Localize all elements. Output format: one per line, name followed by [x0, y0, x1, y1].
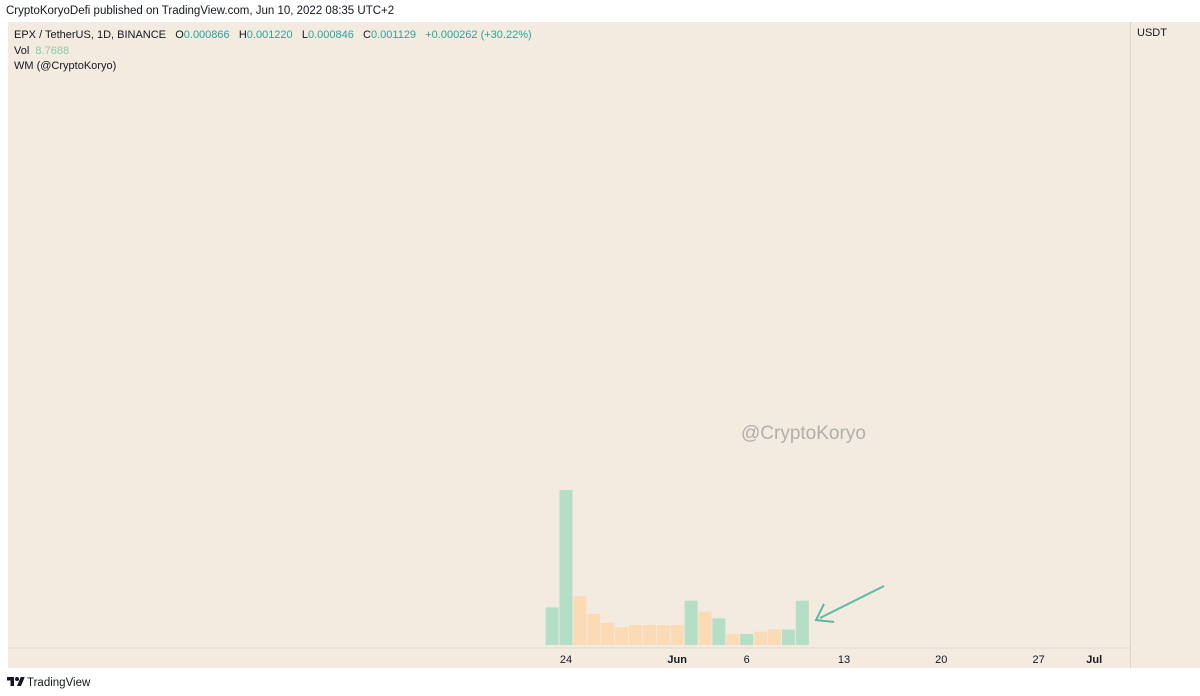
arrow-shaft: [819, 585, 885, 619]
tradingview-logo-icon: [7, 677, 25, 686]
brand-name: TradingView: [27, 677, 91, 689]
arrow-annotation: [814, 585, 885, 623]
x-tick-label: 13: [838, 654, 850, 666]
drawings: HighAvgLow@CryptoKoryo: [741, 423, 885, 623]
x-tick-label: Jul: [1086, 654, 1102, 666]
volume-bar: [573, 596, 587, 645]
volume-bar: [615, 627, 629, 645]
volume-bar: [587, 614, 601, 645]
x-tick-label: 24: [560, 654, 572, 666]
volume-bar: [740, 633, 754, 645]
price-chart[interactable]: HighAvgLow@CryptoKoryo 24 Jun 6 13 20 27 Jul: [8, 22, 1130, 668]
volume-bar: [781, 629, 795, 645]
volume-bar: [698, 611, 712, 645]
legend-change: +0.000262 (+30.22%): [425, 29, 532, 41]
volume-bar: [768, 629, 781, 645]
volume-bar: [656, 625, 670, 645]
legend-low-label: L: [301, 29, 308, 41]
legend-ohlc-row: EPX / TetherUS, 1D, BINANCE O0.000866 H0…: [14, 28, 532, 44]
volume-bar: [754, 631, 768, 645]
footer-bar: TradingView: [0, 668, 1200, 696]
volume-bar: [726, 633, 740, 645]
watermark-text: @CryptoKoryo: [741, 423, 866, 444]
legend-volume-label[interactable]: Vol: [14, 44, 30, 57]
currency-label: USDT: [1137, 27, 1167, 39]
legend-low-value: 0.000846: [307, 29, 354, 41]
x-tick-label: 27: [1032, 654, 1044, 666]
chart-legend: EPX / TetherUS, 1D, BINANCE O0.000866 H0…: [14, 28, 532, 75]
volume-bar: [629, 625, 642, 645]
x-tick-label: 20: [935, 654, 947, 666]
volume-bar: [795, 600, 809, 645]
arrow-head: [814, 603, 835, 623]
legend-close-value: 0.001129: [370, 29, 417, 41]
volume-bar: [559, 490, 573, 645]
x-axis: 24 Jun 6 13 20 27 Jul: [8, 647, 1130, 666]
x-tick-label: Jun: [667, 654, 687, 666]
volume-bar: [670, 625, 684, 645]
legend-volume-value: 8.7688: [35, 44, 70, 57]
volume-bar: [684, 600, 698, 645]
volume-bar: [642, 625, 656, 645]
volume-bar: [545, 607, 559, 645]
volume-bar: [601, 622, 615, 645]
legend-open-label: O: [175, 29, 184, 41]
chart-pane[interactable]: HighAvgLow@CryptoKoryo 24 Jun 6 13 20 27 Jul: [8, 22, 1130, 668]
legend-high-label: H: [238, 29, 247, 41]
x-tick-label: 6: [744, 654, 750, 666]
price-axis[interactable]: USDT0.0030000.0028000.0026000.0024000.00…: [1130, 22, 1200, 668]
legend-high-value: 0.001220: [246, 29, 293, 41]
publisher-line: CryptoKoryoDefi published on TradingView…: [6, 5, 395, 17]
legend-open-value: 0.000866: [183, 29, 230, 41]
volume-bars: [545, 490, 809, 645]
legend-indicator-label[interactable]: WM (@CryptoKoryo): [14, 60, 117, 72]
volume-bar: [712, 618, 726, 645]
legend-volume-row: Vol 8.7688: [14, 44, 532, 60]
price-axis-svg[interactable]: USDT0.0030000.0028000.0026000.0024000.00…: [1131, 22, 1200, 668]
header-bar: CryptoKoryoDefi published on TradingView…: [0, 0, 1200, 22]
legend-symbol[interactable]: EPX / TetherUS, 1D, BINANCE: [14, 29, 167, 41]
legend-indicator-row: WM (@CryptoKoryo): [14, 59, 532, 75]
legend-close-label: C: [363, 29, 371, 41]
